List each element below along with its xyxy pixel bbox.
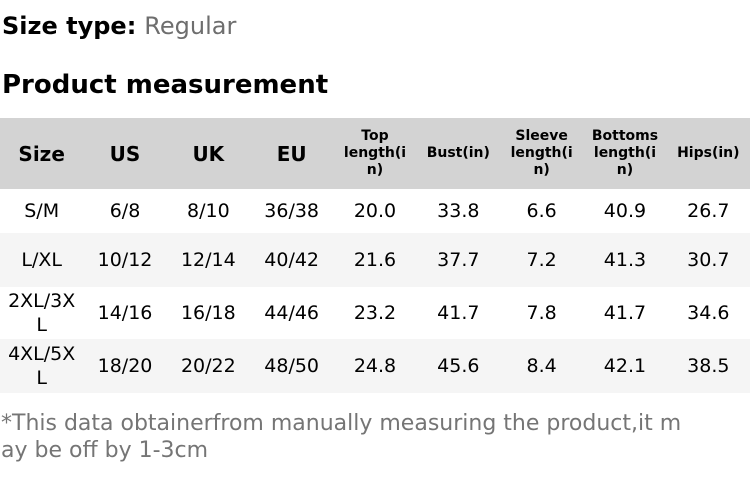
cell-size: L/XL [21,249,62,271]
cell-us: 18/20 [97,355,153,377]
cell-hips: 38.5 [687,355,730,377]
cell-sleeve-length: 8.4 [526,355,557,377]
col-header-us: US [109,141,141,166]
table-row: S/M 6/8 8/10 36/38 20.0 33.8 6.6 40.9 26… [0,189,750,233]
cell-bottoms-length: 40.9 [603,200,647,222]
cell-sleeve-length: 7.2 [526,249,557,271]
cell-bottoms-length: 42.1 [603,355,647,377]
cell-uk: 16/18 [180,302,236,324]
cell-us: 10/12 [97,249,153,271]
size-table: Size US UK EU Top length(in) Bust(in) Sl… [0,118,750,393]
cell-top-length: 24.8 [353,355,397,377]
cell-us: 6/8 [109,200,141,222]
col-header-hips: Hips(in) [677,145,740,161]
table-row: L/XL 10/12 12/14 40/42 21.6 37.7 7.2 41.… [0,233,750,287]
cell-top-length: 21.6 [353,249,397,271]
cell-bust: 37.7 [437,249,480,271]
cell-bust: 33.8 [437,200,480,222]
cell-hips: 30.7 [687,249,730,271]
page-title: Product measurement [2,70,329,100]
col-header-uk: UK [192,141,225,166]
cell-us: 14/16 [97,302,153,324]
measurement-disclaimer: *This data obtainerfrom manually measuri… [1,411,682,463]
cell-sleeve-length: 6.6 [526,200,557,222]
col-header-sleeve-length: Sleeve length(in) [510,128,573,178]
cell-bottoms-length: 41.3 [603,249,647,271]
col-header-size: Size [18,141,65,166]
size-type-label: Size type: [2,12,137,40]
size-type-line: Size type: Regular [2,10,750,42]
cell-sleeve-length: 7.8 [526,302,557,324]
col-header-bust: Bust(in) [426,145,490,161]
cell-uk: 8/10 [186,200,230,222]
cell-uk: 20/22 [180,355,236,377]
col-header-bottoms-length: Bottoms length(in) [591,128,659,178]
cell-hips: 34.6 [687,302,730,324]
cell-bottoms-length: 41.7 [603,302,647,324]
cell-size: 4XL/5XL [8,343,76,389]
cell-top-length: 20.0 [353,200,397,222]
cell-hips: 26.7 [687,200,730,222]
cell-bust: 45.6 [437,355,480,377]
cell-uk: 12/14 [180,249,236,271]
col-header-top-length: Top length(in) [343,128,407,178]
cell-eu: 36/38 [264,200,320,222]
col-header-eu: EU [276,141,307,166]
cell-bust: 41.7 [437,302,480,324]
cell-eu: 44/46 [264,302,320,324]
cell-eu: 48/50 [264,355,320,377]
table-row: 2XL/3XL 14/16 16/18 44/46 23.2 41.7 7.8 … [0,287,750,339]
size-type-value: Regular [144,12,237,40]
table-row: 4XL/5XL 18/20 20/22 48/50 24.8 45.6 8.4 … [0,339,750,393]
cell-top-length: 23.2 [353,302,397,324]
cell-eu: 40/42 [264,249,320,271]
cell-size: 2XL/3XL [8,290,76,336]
cell-size: S/M [24,200,60,222]
header-row: Size US UK EU Top length(in) Bust(in) Sl… [0,118,750,189]
